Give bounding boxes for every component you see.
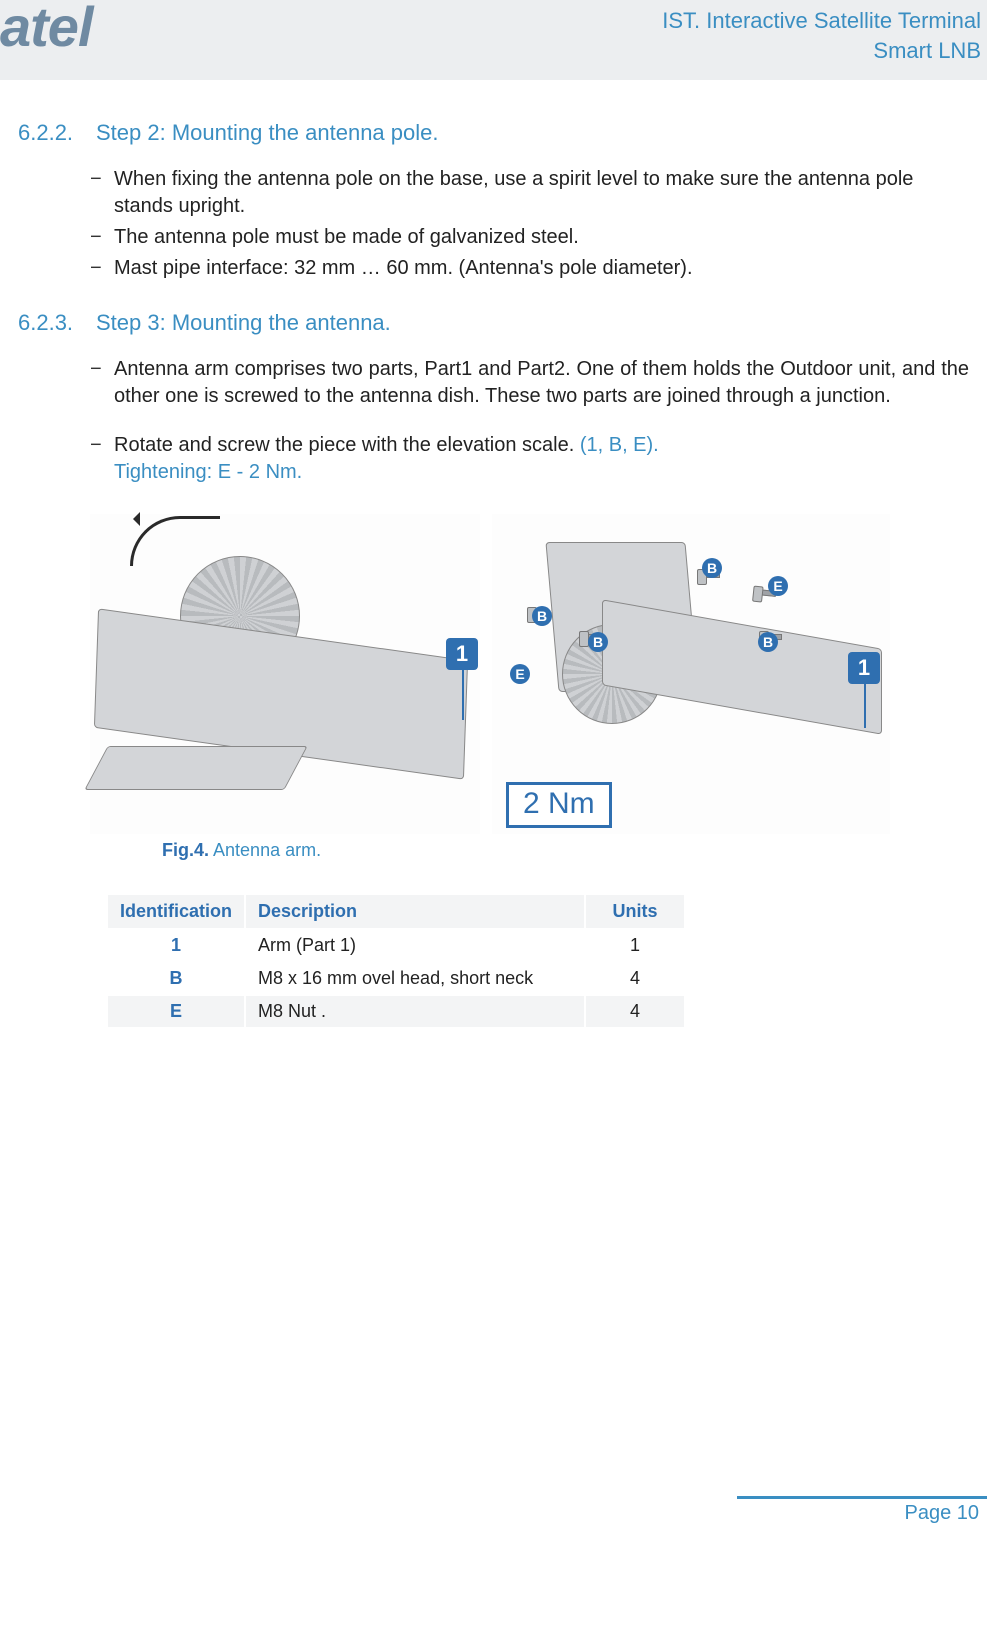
section-6-2-3-list: Antenna arm comprises two parts, Part1 a… [18,356,969,486]
label-b-pin: B [702,558,722,578]
figure-left-panel: 1 [90,514,480,834]
arm-part1-shape [602,599,882,734]
cell-units: 4 [585,962,685,995]
figure-caption-text: Antenna arm. [209,840,321,860]
list-item: When fixing the antenna pole on the base… [90,166,969,220]
section-title: Step 3: Mounting the antenna. [96,310,391,336]
rotation-arrow-icon [130,516,220,566]
badge-leader [462,670,464,720]
col-identification: Identification [107,894,245,929]
page-header: atel IST. Interactive Satellite Terminal… [0,0,987,80]
table-row: 1 Arm (Part 1) 1 [107,929,685,962]
cell-id: 1 [107,929,245,962]
table-row: B M8 x 16 mm ovel head, short neck 4 [107,962,685,995]
cell-desc: M8 Nut . [245,995,585,1028]
cell-units: 1 [585,929,685,962]
parts-table: Identification Description Units 1 Arm (… [106,893,686,1029]
label-b-pin: B [532,606,552,626]
figure-4: 1 B E B B E B 1 [90,514,969,861]
cell-units: 4 [585,995,685,1028]
page-number: Page 10 [904,1502,979,1525]
tightening-note: Tightening: E - 2 Nm. [114,461,302,483]
label-e-pin: E [510,664,530,684]
cell-desc: Arm (Part 1) [245,929,585,962]
doc-title: IST. Interactive Satellite Terminal Smar… [662,6,981,65]
section-6-2-3-heading: 6.2.3. Step 3: Mounting the antenna. [18,310,969,336]
callout-ref: (1, B, E). [580,434,659,456]
list-item: Mast pipe interface: 32 mm … 60 mm. (Ant… [90,255,969,282]
list-item: The antenna pole must be made of galvani… [90,224,969,251]
section-number: 6.2.3. [18,310,78,336]
list-item: Antenna arm comprises two parts, Part1 a… [90,356,969,410]
section-6-2-2-heading: 6.2.2. Step 2: Mounting the antenna pole… [18,120,969,146]
label-b-pin: B [588,632,608,652]
badge-leader [864,684,866,728]
arm-base-shape [84,746,307,790]
col-description: Description [245,894,585,929]
doc-title-line2: Smart LNB [662,36,981,66]
cell-desc: M8 x 16 mm ovel head, short neck [245,962,585,995]
list-item: Rotate and screw the piece with the elev… [90,432,969,486]
table-row: E M8 Nut . 4 [107,995,685,1028]
part-1-badge: 1 [446,638,478,670]
cell-id: E [107,995,245,1028]
section-number: 6.2.2. [18,120,78,146]
list-item-text: Rotate and screw the piece with the elev… [114,434,580,456]
figure-canvas: 1 B E B B E B 1 [90,514,890,834]
label-b-pin: B [758,632,778,652]
part-1-badge: 1 [848,652,880,684]
figure-right-panel: B E B B E B 1 2 Nm [492,514,890,834]
page-footer: Page 10 [0,1449,987,1529]
cell-id: B [107,962,245,995]
figure-caption: Fig.4. Antenna arm. [162,840,969,861]
footer-rule [737,1496,987,1499]
section-title: Step 2: Mounting the antenna pole. [96,120,438,146]
label-e-pin: E [768,576,788,596]
col-units: Units [585,894,685,929]
torque-spec-box: 2 Nm [506,782,612,828]
page-content: 6.2.2. Step 2: Mounting the antenna pole… [0,80,987,1029]
table-header-row: Identification Description Units [107,894,685,929]
brand-logo: atel [0,0,93,59]
section-6-2-2-list: When fixing the antenna pole on the base… [18,166,969,282]
doc-title-line1: IST. Interactive Satellite Terminal [662,6,981,36]
figure-caption-label: Fig.4. [162,840,209,860]
